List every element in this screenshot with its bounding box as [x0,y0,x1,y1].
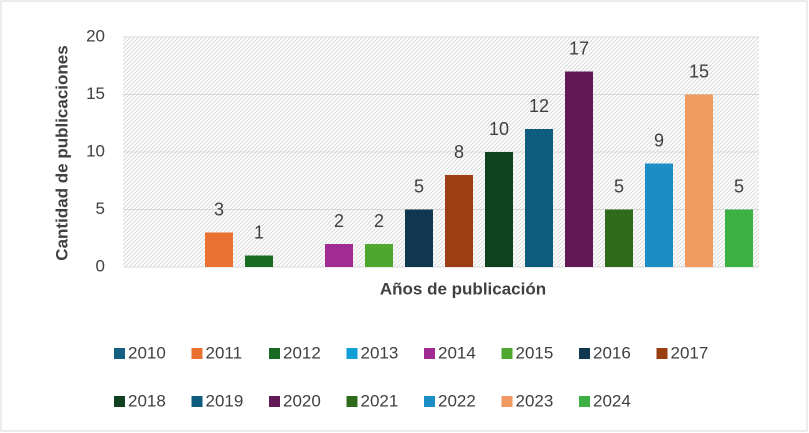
legend-label: 2020 [283,391,321,410]
legend-label: 2021 [361,391,399,410]
x-axis-title: Años de publicación [380,279,546,298]
bar [325,244,353,267]
bar [445,175,473,267]
data-label: 8 [454,142,464,162]
bar [365,244,393,267]
data-label: 15 [689,61,709,81]
legend-swatch [191,396,203,407]
bar [605,209,633,267]
legend-label: 2015 [516,343,554,362]
legend-label: 2016 [593,343,631,362]
legend-swatch [346,396,358,407]
bar [565,71,593,267]
data-label: 12 [529,96,549,116]
data-label: 10 [489,119,509,139]
legend-label: 2012 [283,343,321,362]
data-label: 5 [414,176,424,196]
y-tick-label: 0 [96,256,105,275]
y-tick-label: 20 [86,26,105,45]
legend-swatch [579,396,590,407]
legend-label: 2014 [438,343,476,362]
data-label: 2 [374,211,384,231]
legend-label: 2011 [206,343,243,362]
bar [645,163,673,267]
bar [725,209,753,267]
legend-swatch [191,348,203,359]
legend-swatch [656,348,668,359]
legend-label: 2013 [361,343,399,362]
data-label: 1 [254,222,264,242]
legend-label: 2024 [593,391,631,410]
legend-swatch [424,396,435,407]
legend-label: 2018 [128,391,166,410]
bar [205,232,233,267]
data-label: 5 [614,176,624,196]
legend-label: 2010 [128,343,166,362]
data-label: 17 [569,38,589,58]
y-tick-label: 10 [86,141,105,160]
y-tick-label: 15 [86,84,105,103]
legend-label: 2023 [516,391,554,410]
y-axis-title: Cantidad de publicaciones [52,45,71,260]
data-label: 2 [334,211,344,231]
legend-swatch [346,348,358,359]
legend-swatch [501,348,513,359]
data-label: 5 [734,176,744,196]
legend-swatch [579,348,590,359]
legend-swatch [114,396,125,407]
legend-swatch [114,348,125,359]
legend-label: 2022 [438,391,476,410]
bar [525,129,553,267]
legend-swatch [269,396,280,407]
bar [405,209,433,267]
legend-label: 2019 [206,391,244,410]
bar [485,152,513,267]
bar [685,94,713,267]
y-tick-label: 5 [96,199,105,218]
legend-label: 2017 [671,343,709,362]
bar [245,255,273,267]
legend-swatch [501,396,513,407]
legend-swatch [269,348,280,359]
legend-swatch [424,348,435,359]
data-label: 3 [214,199,224,219]
data-label: 9 [654,130,664,150]
